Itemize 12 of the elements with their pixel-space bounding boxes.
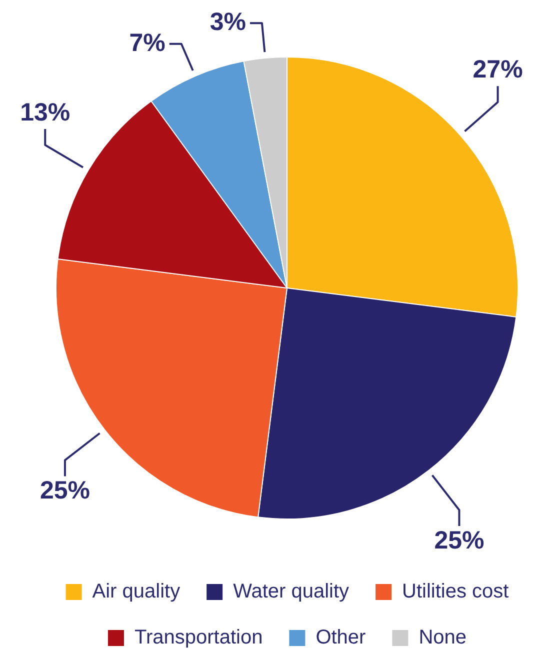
legend-label: None <box>418 626 467 649</box>
data-label: 3% <box>210 8 246 36</box>
legend-label: Air quality <box>92 580 180 603</box>
legend-label: Transportation <box>134 626 263 649</box>
data-label: 27% <box>472 56 523 84</box>
legend-label: Other <box>316 626 366 649</box>
data-label: 7% <box>129 28 166 57</box>
data-label: 25% <box>40 476 90 505</box>
legend-label: Utilities cost <box>402 580 510 603</box>
legend-label: Water quality <box>233 580 350 603</box>
data-label: 25% <box>434 526 484 554</box>
data-label: 13% <box>20 98 70 126</box>
